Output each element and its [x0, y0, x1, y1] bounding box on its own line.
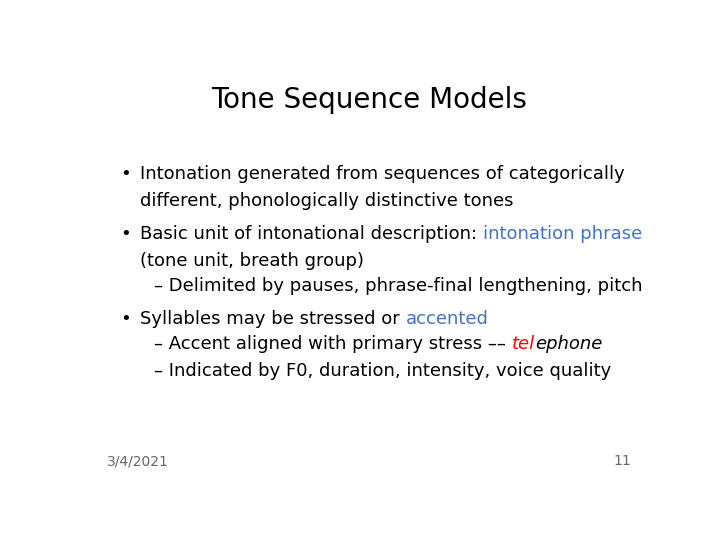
Text: different, phonologically distinctive tones: different, phonologically distinctive to…: [140, 192, 514, 210]
Text: – Accent aligned with primary stress ––: – Accent aligned with primary stress ––: [154, 335, 512, 353]
Text: 3/4/2021: 3/4/2021: [107, 454, 168, 468]
Text: tel: tel: [512, 335, 535, 353]
Text: – Delimited by pauses, phrase-final lengthening, pitch: – Delimited by pauses, phrase-final leng…: [154, 277, 643, 295]
Text: ephone: ephone: [535, 335, 603, 353]
Text: (tone unit, breath group): (tone unit, breath group): [140, 252, 364, 270]
Text: Basic unit of intonational description:: Basic unit of intonational description:: [140, 225, 483, 243]
Text: •: •: [121, 310, 132, 328]
Text: 11: 11: [613, 454, 631, 468]
Text: intonation phrase: intonation phrase: [483, 225, 642, 243]
Text: Intonation generated from sequences of categorically: Intonation generated from sequences of c…: [140, 165, 625, 183]
Text: •: •: [121, 165, 132, 183]
Text: Syllables may be stressed or: Syllables may be stressed or: [140, 310, 406, 328]
Text: accented: accented: [406, 310, 489, 328]
Text: – Indicated by F0, duration, intensity, voice quality: – Indicated by F0, duration, intensity, …: [154, 362, 611, 380]
Text: •: •: [121, 225, 132, 243]
Text: Tone Sequence Models: Tone Sequence Models: [211, 85, 527, 113]
